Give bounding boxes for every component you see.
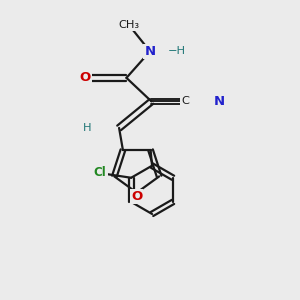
Text: O: O — [131, 190, 142, 203]
Text: N: N — [144, 45, 156, 58]
Text: O: O — [80, 71, 91, 84]
Text: CH₃: CH₃ — [119, 20, 140, 30]
Text: C: C — [182, 96, 189, 106]
Text: Cl: Cl — [94, 166, 106, 179]
Text: H: H — [82, 123, 91, 133]
Text: −H: −H — [167, 46, 186, 56]
Text: N: N — [214, 95, 225, 108]
